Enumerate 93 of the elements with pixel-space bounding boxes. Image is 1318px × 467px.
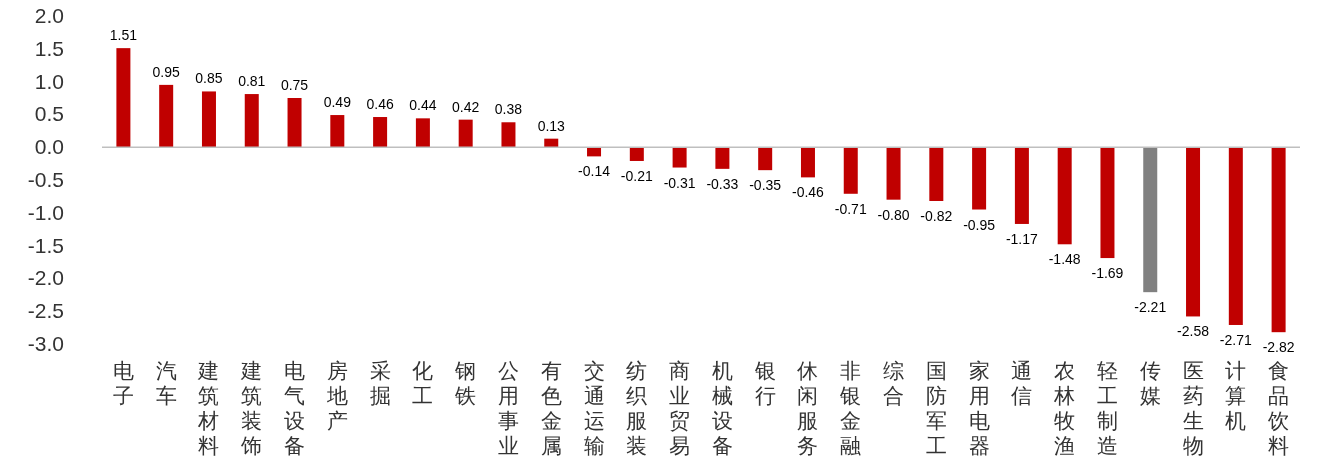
data-label: -1.17 [1005, 230, 1039, 247]
data-label: -0.71 [834, 200, 867, 217]
data-label: -1.69 [1091, 265, 1124, 282]
bar [415, 118, 430, 148]
x-tick-label: 电气设备 [284, 359, 306, 457]
data-label: -0.46 [792, 184, 825, 201]
x-tick-label: 医药生物 [1182, 359, 1204, 457]
x-tick-label: 钢铁 [454, 359, 477, 407]
bar [800, 147, 815, 178]
data-label: -0.21 [620, 167, 653, 184]
data-label: -0.80 [877, 206, 910, 223]
x-tick-label: 轻工制造 [1096, 359, 1118, 457]
x-tick-label: 计算机 [1225, 359, 1247, 432]
data-label: -0.31 [663, 174, 696, 191]
x-tick-label: 公用事业 [497, 359, 519, 457]
data-label: 0.42 [452, 98, 480, 115]
data-label: -2.71 [1219, 331, 1252, 348]
data-label: -2.58 [1177, 323, 1210, 340]
x-tick-label: 非银金融 [839, 359, 862, 457]
x-tick-label: 交通运输 [583, 359, 605, 457]
data-label: -0.14 [578, 163, 611, 180]
x-tick-label: 银行 [753, 359, 776, 407]
bar [1186, 147, 1201, 317]
data-label: -0.95 [963, 216, 996, 233]
data-label: -0.35 [749, 177, 782, 194]
data-label: -1.48 [1048, 251, 1081, 268]
data-label: 0.85 [195, 70, 223, 87]
data-label: -0.82 [920, 207, 953, 224]
y-tick-label: -2.5 [27, 299, 64, 323]
data-label: -2.82 [1262, 339, 1295, 356]
bar [244, 94, 259, 148]
bar [886, 147, 901, 200]
x-tick-label: 家用电器 [968, 359, 990, 457]
bar [972, 147, 987, 210]
data-label: 0.81 [238, 73, 266, 90]
y-tick-label: 1.5 [34, 36, 64, 60]
y-tick-label: 1.0 [34, 69, 64, 93]
y-tick-label: -1.0 [27, 200, 64, 224]
bar [843, 147, 858, 194]
data-label: 0.49 [323, 94, 352, 111]
bar [330, 115, 345, 148]
x-tick-label: 房地产 [325, 359, 348, 432]
x-tick-label: 建筑材料 [197, 359, 220, 457]
bar [373, 117, 388, 148]
bar [1100, 147, 1115, 259]
bar [1014, 147, 1029, 224]
bar [501, 122, 516, 148]
data-label: 0.38 [494, 101, 523, 118]
data-label: 0.46 [366, 96, 394, 113]
data-label: 0.75 [280, 77, 309, 93]
data-label: 0.44 [409, 97, 437, 114]
bar [201, 91, 216, 148]
x-tick-label: 食品饮料 [1267, 359, 1290, 457]
data-label: -2.21 [1134, 299, 1167, 316]
bar [458, 119, 473, 148]
y-tick-label: -2.0 [27, 266, 64, 290]
x-tick-label: 综合 [883, 359, 905, 407]
x-tick-label: 农林牧渔 [1053, 359, 1076, 457]
x-tick-label: 传媒 [1139, 359, 1161, 407]
bar [1143, 147, 1158, 293]
y-tick-label: 0.0 [34, 135, 64, 159]
bar [929, 147, 944, 201]
x-tick-label: 通信 [1011, 359, 1033, 407]
x-tick-label: 汽车 [155, 359, 177, 407]
data-label: -0.33 [706, 175, 739, 192]
bar [758, 147, 773, 171]
y-tick-label: 2.0 [34, 4, 64, 27]
x-tick-label: 化工 [412, 359, 434, 407]
bar [629, 147, 644, 161]
bar [287, 98, 302, 148]
x-tick-label: 机械设备 [711, 359, 733, 457]
bar [159, 84, 174, 148]
bar [116, 48, 131, 148]
data-label: 0.13 [537, 117, 566, 134]
y-tick-label: -3.0 [27, 332, 64, 355]
bar [1228, 147, 1243, 325]
data-label: 0.95 [152, 63, 181, 80]
bar [672, 147, 687, 168]
x-tick-label: 休闲服务 [797, 359, 819, 457]
x-tick-label: 纺织服装 [626, 359, 648, 457]
y-tick-label: 0.5 [34, 102, 64, 126]
x-tick-label: 商业贸易 [669, 359, 691, 457]
x-tick-label: 建筑装饰 [240, 359, 263, 457]
y-tick-label: -1.5 [27, 233, 64, 257]
bar [1057, 147, 1072, 245]
y-tick-label: -0.5 [27, 168, 64, 191]
x-tick-label: 电子 [112, 359, 134, 407]
bar [1271, 147, 1286, 333]
bar [715, 147, 730, 169]
x-tick-label: 国防军工 [925, 359, 947, 457]
data-label: 1.51 [109, 27, 138, 44]
x-tick-label: 有色金属 [540, 359, 562, 457]
x-tick-label: 采掘 [369, 359, 391, 407]
